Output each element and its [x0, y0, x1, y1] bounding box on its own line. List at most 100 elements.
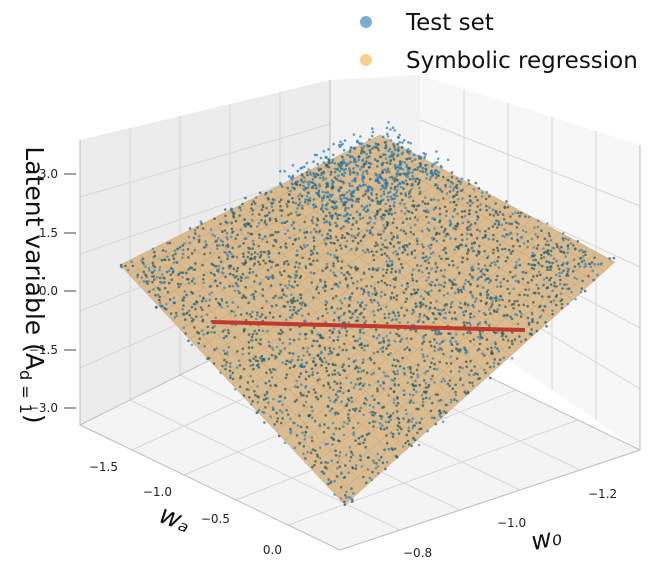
test-set-point [584, 253, 587, 257]
test-set-point [260, 306, 264, 310]
test-set-point [324, 307, 328, 311]
test-set-point [289, 361, 293, 364]
test-set-point [347, 364, 351, 368]
test-set-point [286, 286, 289, 290]
test-set-point [351, 191, 355, 194]
test-set-point [493, 222, 497, 226]
test-set-point [571, 269, 575, 273]
test-set-point [460, 233, 464, 236]
test-set-point [402, 389, 406, 392]
test-set-point [242, 263, 246, 266]
test-set-point [227, 264, 231, 268]
test-set-point [192, 277, 195, 281]
grid-line [419, 119, 641, 207]
test-set-point [281, 288, 284, 291]
test-set-point [470, 242, 474, 245]
test-set-point [363, 307, 366, 311]
test-set-point [292, 308, 295, 312]
test-set-point [293, 446, 297, 450]
test-set-point [325, 262, 329, 266]
test-set-point [217, 264, 221, 268]
test-set-point [438, 289, 441, 292]
test-set-point [363, 151, 366, 154]
test-set-point [164, 250, 167, 253]
test-set-point [411, 383, 415, 387]
test-set-point [353, 158, 357, 162]
test-set-point [395, 178, 399, 182]
test-set-point [461, 188, 465, 192]
test-set-point [534, 233, 537, 236]
test-set-point [349, 455, 353, 459]
test-set-point [433, 345, 436, 349]
test-set-point [218, 302, 222, 306]
test-set-point [377, 304, 381, 307]
test-set-point [411, 171, 414, 174]
test-set-point [172, 261, 176, 264]
test-set-point [181, 271, 185, 275]
test-set-point [472, 241, 476, 244]
test-set-point [544, 250, 547, 254]
test-set-point [449, 362, 453, 365]
test-set-point [489, 312, 492, 315]
test-set-point [399, 192, 403, 195]
test-set-point [412, 288, 416, 292]
test-set-point [228, 369, 232, 373]
test-set-point [220, 299, 224, 303]
test-set-point [305, 161, 309, 165]
test-set-point [181, 307, 184, 311]
test-set-point [321, 314, 325, 318]
test-set-point [459, 182, 462, 186]
test-set-point [410, 252, 414, 256]
test-set-point [435, 368, 439, 371]
test-set-point [443, 268, 447, 272]
test-set-point [455, 357, 459, 360]
test-set-point [235, 269, 239, 273]
test-set-point [294, 276, 297, 279]
test-set-point [393, 447, 397, 451]
test-set-point [477, 187, 481, 190]
test-set-point [253, 251, 257, 254]
test-set-point [490, 349, 494, 353]
test-set-point [562, 269, 565, 272]
test-set-point [460, 215, 464, 219]
test-set-point [284, 318, 288, 322]
test-set-point [154, 293, 157, 297]
legend-label-symbolic-regression: Symbolic regression [406, 48, 638, 74]
test-set-point [254, 338, 258, 342]
test-set-point [286, 186, 290, 190]
test-set-point [152, 275, 155, 278]
test-set-point [201, 227, 205, 230]
test-set-point [352, 360, 356, 363]
test-set-point [342, 201, 346, 205]
test-set-point [178, 246, 182, 249]
test-set-point [242, 328, 246, 332]
test-set-point [322, 161, 326, 164]
test-set-point [324, 300, 328, 303]
test-set-point [412, 233, 416, 236]
test-set-point [424, 210, 428, 214]
test-set-point [406, 381, 409, 385]
test-set-point [417, 363, 420, 367]
surface-mesh-line [309, 169, 543, 328]
test-set-point [333, 256, 336, 259]
test-set-point [497, 349, 501, 353]
test-set-point [439, 164, 443, 168]
test-set-point [285, 202, 289, 206]
test-set-point [460, 177, 464, 180]
test-set-point [267, 250, 271, 253]
test-set-point [298, 276, 302, 280]
test-set-point [375, 196, 379, 200]
test-set-point [552, 299, 556, 302]
test-set-point [231, 301, 235, 304]
test-set-point [421, 353, 425, 356]
test-set-point [337, 189, 340, 192]
test-set-point [297, 203, 300, 207]
test-set-point [484, 229, 487, 233]
test-set-point [521, 277, 525, 281]
test-set-point [406, 182, 409, 186]
test-set-point [151, 280, 154, 284]
test-set-point [433, 227, 436, 230]
test-set-point [258, 263, 262, 266]
test-set-point [326, 461, 330, 465]
test-set-point [442, 230, 446, 234]
